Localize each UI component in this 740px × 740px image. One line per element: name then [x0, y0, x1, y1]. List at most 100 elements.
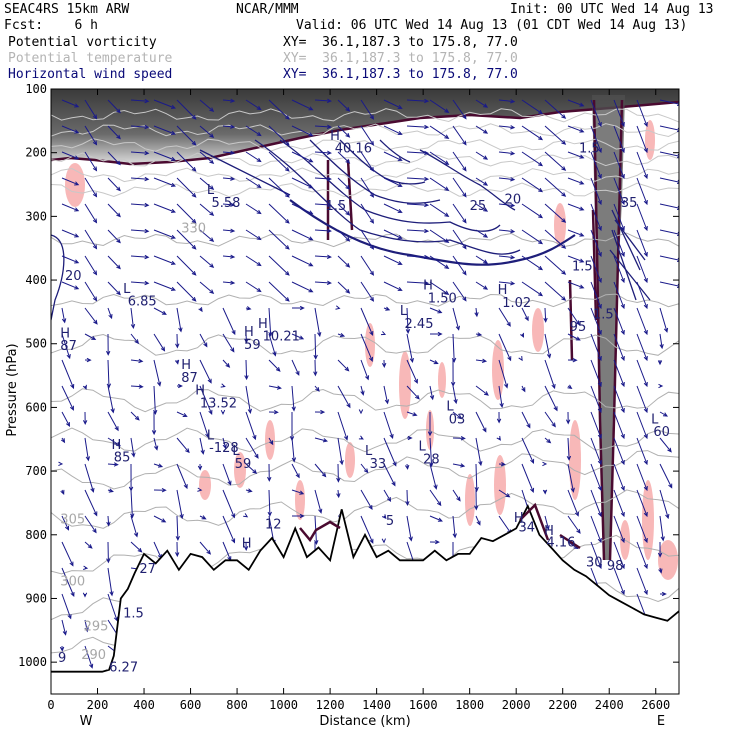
- wind-vector-arrow: [61, 307, 67, 324]
- wind-vector-arrow: [61, 99, 80, 108]
- wind-vector-arrow: [199, 333, 208, 348]
- contour-annotation: H: [423, 279, 433, 294]
- wind-vector-arrow: [153, 437, 159, 451]
- wind-vector-arrow: [636, 229, 648, 258]
- contour-annotation: H: [258, 317, 268, 332]
- wind-vector-arrow: [291, 437, 297, 463]
- wind-vector-arrow: [82, 384, 87, 390]
- wind-vector-arrow: [61, 333, 71, 360]
- wind-vector-arrow: [360, 255, 375, 276]
- wind-vector-arrow: [199, 177, 215, 190]
- wind-vector-arrow: [360, 99, 375, 120]
- wind-vector-arrow: [222, 359, 231, 368]
- contour-annotation: 95: [570, 320, 587, 335]
- wind-vector-arrow: [130, 307, 136, 330]
- wind-vector-arrow: [613, 385, 625, 414]
- contour-annotation: 27: [139, 562, 156, 577]
- wind-vector-arrow: [268, 229, 290, 250]
- wind-vector-arrow: [268, 255, 290, 276]
- wind-vector-arrow: [313, 333, 318, 360]
- contour-annotation: 40.16: [335, 142, 372, 157]
- wind-vector-arrow: [177, 383, 183, 389]
- isentrope-label: 305: [60, 512, 85, 527]
- wind-vector-arrow: [84, 99, 98, 120]
- contour-annotation: L: [232, 444, 240, 459]
- wind-vector-arrow: [498, 333, 512, 362]
- wind-vector-arrow: [429, 539, 440, 545]
- wind-vector-arrow: [107, 151, 121, 166]
- wind-vector-arrow: [61, 229, 80, 238]
- wind-vector-arrow: [199, 281, 215, 294]
- wind-vector-arrow: [521, 203, 544, 219]
- wind-vector-arrow: [521, 463, 535, 493]
- wind-vector-arrow: [406, 333, 414, 364]
- y-tick-label: 500: [25, 337, 47, 351]
- wind-vector-arrow: [245, 437, 259, 459]
- contour-annotations: L5.58H40.16L6.85H87H10.21H59H87H13.52L-1…: [58, 129, 670, 676]
- contour-annotation: 13.52: [200, 396, 237, 411]
- wind-vector-arrow: [222, 124, 236, 129]
- wind-vector-arrow: [268, 437, 274, 446]
- wind-vector-arrow: [199, 515, 207, 520]
- wind-vector-arrow: [659, 125, 679, 132]
- wind-vector-arrow: [82, 411, 88, 426]
- wind-speed-contour-bold: [289, 199, 576, 266]
- wind-vector-arrow: [130, 254, 150, 260]
- contour-annotation: 35: [621, 196, 638, 211]
- wind-vector-arrow: [268, 409, 279, 415]
- wind-vector-arrow: [130, 124, 150, 130]
- wind-vector-arrow: [176, 463, 188, 490]
- wind-vector-arrow: [153, 463, 164, 468]
- isentrope-label: 300: [60, 575, 85, 590]
- wind-vector-arrow: [199, 437, 205, 455]
- wind-vector-arrow: [613, 229, 625, 258]
- wind-vector-arrow: [174, 359, 180, 365]
- wind-vector-arrow: [245, 306, 252, 311]
- wind-vector-arrow: [222, 202, 236, 207]
- wind-vector-arrow: [291, 333, 305, 340]
- wind-vector-arrow: [544, 437, 552, 444]
- wind-vector-arrow: [197, 463, 203, 471]
- wind-vector-arrow: [175, 333, 180, 349]
- wind-vector-arrow: [544, 177, 567, 197]
- wind-vector-arrow: [291, 229, 314, 241]
- contour-annotation: 60: [653, 425, 670, 440]
- isentrope-line: [51, 232, 679, 248]
- wind-vector-arrow: [84, 489, 98, 517]
- wind-vector-arrow: [222, 463, 232, 486]
- wind-vector-arrow: [336, 463, 341, 483]
- wind-vector-arrow: [360, 281, 375, 302]
- wind-vector-arrow: [590, 411, 602, 440]
- wind-vector-arrow: [613, 281, 625, 310]
- wind-vector-arrow: [521, 99, 544, 115]
- wind-vector-arrow: [383, 99, 403, 109]
- wind-vector-arrow: [567, 177, 585, 185]
- wind-vector-arrow: [130, 358, 144, 364]
- wind-vector-arrow: [567, 307, 580, 326]
- wind-vector-arrow: [613, 463, 625, 492]
- wind-vector-arrow: [590, 515, 602, 544]
- wind-vector-arrow: [452, 177, 467, 198]
- x-axis-west-end: W: [80, 714, 93, 729]
- wind-vector-arrow: [360, 359, 370, 381]
- wind-vector-arrow: [130, 411, 140, 421]
- wind-vector-arrow: [84, 515, 97, 534]
- wind-vector-arrow: [222, 98, 236, 103]
- wind-vector-arrow: [544, 229, 567, 249]
- contour-annotation: L: [446, 400, 454, 415]
- wind-vector-arrow: [84, 255, 98, 276]
- isentrope-label: 290: [81, 648, 106, 663]
- wind-vector-arrow: [176, 411, 188, 417]
- wind-vector-arrow: [657, 360, 663, 366]
- wind-vector-arrow: [61, 177, 80, 186]
- x-tick-label: 1600: [409, 698, 438, 712]
- wind-vector-arrow: [199, 203, 215, 216]
- x-tick-label: 800: [226, 698, 248, 712]
- wind-vector-arrow: [61, 515, 69, 531]
- wind-vector-arrow: [199, 229, 215, 242]
- wind-vector-arrow: [337, 99, 351, 112]
- contour-annotation: -128: [209, 441, 239, 456]
- y-tick-label: 200: [25, 146, 47, 160]
- wind-vector-arrow: [360, 125, 375, 146]
- wind-vector-arrow: [106, 333, 111, 356]
